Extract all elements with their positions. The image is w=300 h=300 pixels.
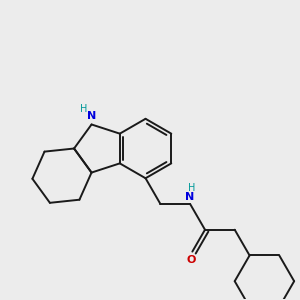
Text: N: N bbox=[87, 112, 96, 122]
Text: N: N bbox=[185, 193, 195, 202]
Text: H: H bbox=[188, 183, 195, 193]
Text: O: O bbox=[186, 255, 196, 265]
Text: H: H bbox=[80, 104, 87, 114]
